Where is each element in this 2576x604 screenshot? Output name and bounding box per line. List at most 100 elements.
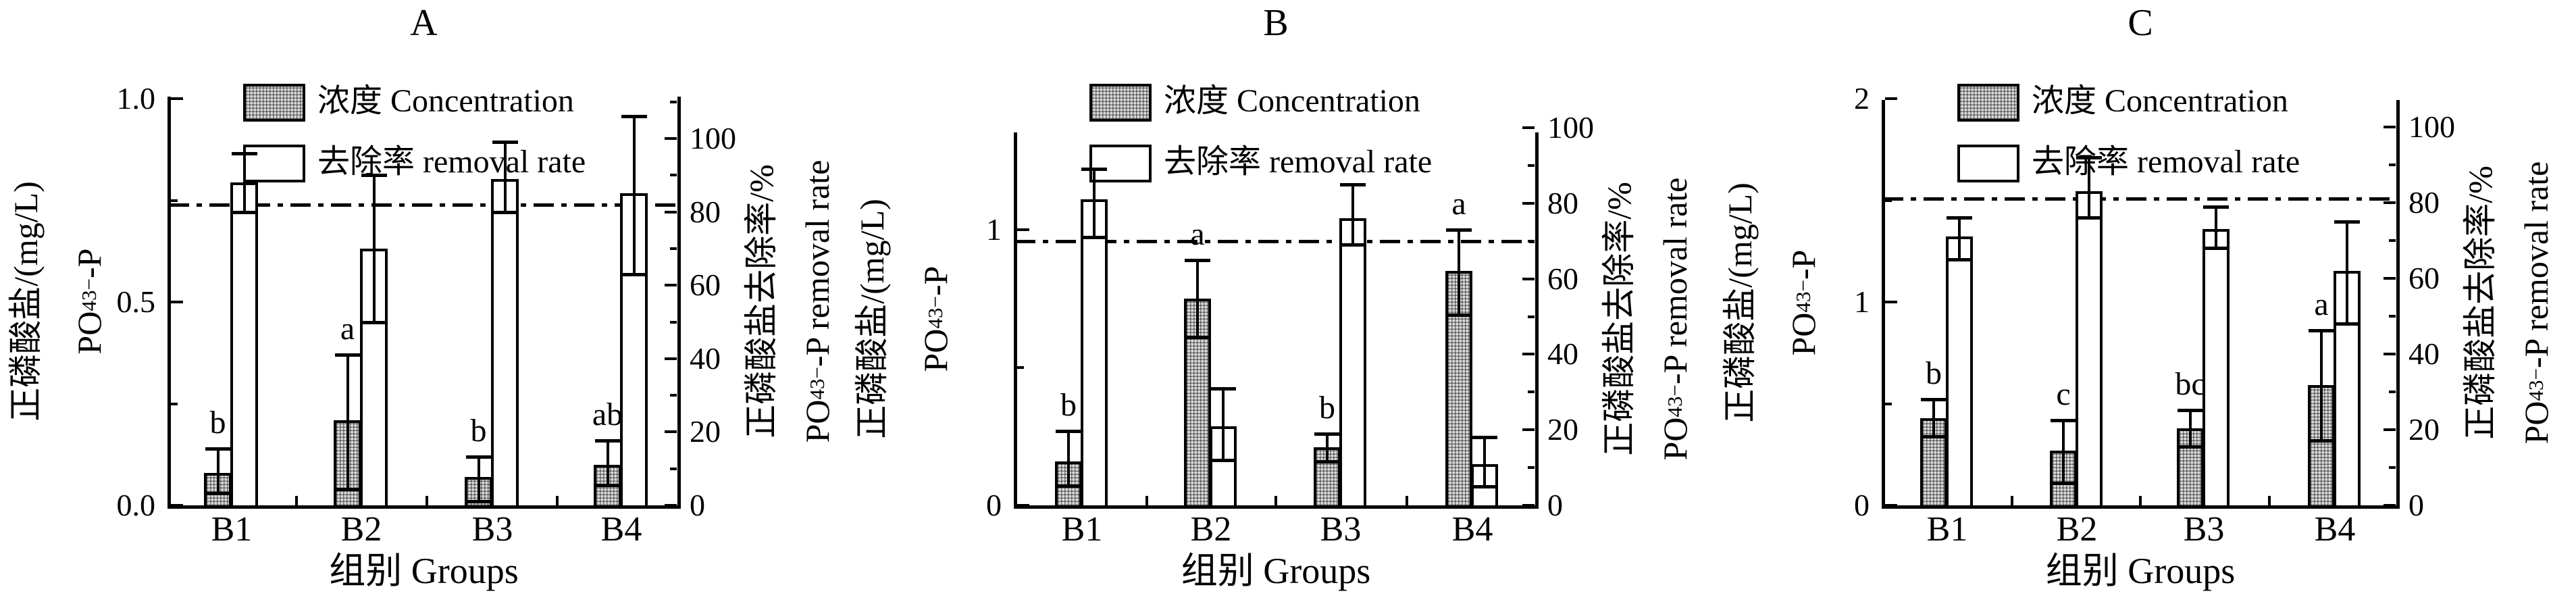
x-axis-label-C: 组别 Groups [2045,551,2236,591]
right-minor-tick-A [670,467,677,470]
legend-label-concentration-C: 浓度 Concentration [2032,83,2288,119]
errorcap-bottom-concentration-B-B4 [1446,313,1472,318]
left-axis-label-line1-A: 正磷酸盐/(mg/L) [7,180,45,422]
right-tick-label-C-40: 40 [2408,336,2440,371]
legend-swatch-concentration-A [243,84,305,122]
x-minor-tick-A [555,496,559,505]
x-minor-tick-B [1405,496,1408,505]
right-axis-label-line2-A: PO 4 3− -P removal rate [798,159,836,443]
errorbar-removal-B-B4 [1483,437,1486,487]
refline-B [1015,239,1537,243]
errorcap-bottom-concentration-A-B2 [334,487,361,491]
x-category-label-C-B4: B4 [2314,510,2356,549]
errorcap-bottom-concentration-A-B1 [205,491,231,495]
right-tick-label-A-100: 100 [690,121,736,155]
errorcap-top-removal-A-B4 [621,115,647,119]
errorbar-concentration-C-B3 [2189,409,2192,447]
errorcap-bottom-concentration-C-B3 [2178,445,2203,449]
left-tick-label-C-1: 1 [1854,284,1870,319]
errorcap-top-concentration-B-B3 [1314,432,1340,436]
legend-label-removal-B: 去除率 removal rate [1164,144,1433,180]
errorcap-top-concentration-A-B1 [205,447,231,451]
errorcap-top-removal-C-B2 [2076,155,2102,159]
x-minor-tick-C [2011,496,2013,505]
errorcap-bottom-concentration-B-B1 [1056,484,1081,488]
sig-letter-A-B3: b [470,412,487,449]
right-tick-label-B-100: 100 [1547,110,1594,145]
errorcap-top-concentration-C-B2 [2051,418,2076,422]
errorcap-bottom-removal-C-B3 [2203,247,2229,251]
left-major-tick-A [171,97,183,100]
legend-label-concentration-B: 浓度 Concentration [1164,83,1420,119]
errorcap-top-removal-A-B3 [492,141,518,145]
errorcap-bottom-concentration-C-B1 [1921,434,1947,438]
left-axis-label-line1-C: 正磷酸盐/(mg/L) [1721,182,1759,423]
errorcap-top-removal-B-B4 [1472,436,1497,440]
x-category-label-B-B3: B3 [1320,510,1362,549]
bar-removal-C-B1 [1946,236,1973,508]
left-minor-tick-B [1017,366,1024,369]
right-minor-tick-A [670,320,677,324]
x-minor-tick-C [2268,496,2271,505]
right-major-tick-C [2384,201,2396,204]
right-tick-label-B-60: 60 [1547,261,1578,296]
x-category-label-B-B2: B2 [1190,510,1232,549]
errorbar-concentration-B-B1 [1067,430,1070,486]
errorbar-concentration-A-B2 [346,355,349,489]
x-category-label-A-B1: B1 [211,510,253,549]
errorcap-top-concentration-C-B1 [1921,398,1947,402]
left-tick-label-A-0.5: 0.5 [116,284,156,319]
errorcap-bottom-removal-C-B4 [2334,322,2360,326]
left-major-tick-C [1885,97,1897,100]
left-tick-label-C-2: 2 [1854,81,1870,116]
errorcap-bottom-removal-A-B3 [492,210,518,214]
errorbar-concentration-A-B4 [606,440,609,485]
right-major-tick-B [1522,126,1535,129]
legend-label-removal-A: 去除率 removal rate [317,144,586,180]
errorcap-bottom-concentration-B-B2 [1185,336,1210,340]
left-axis-C [1882,100,1885,509]
errorbar-removal-B-B1 [1093,169,1096,238]
errorbar-concentration-A-B1 [216,448,220,493]
sig-letter-A-B1: b [209,404,226,441]
right-tick-label-C-20: 20 [2408,412,2440,447]
errorcap-top-concentration-C-B4 [2309,329,2334,333]
errorcap-bottom-concentration-A-B4 [594,483,621,487]
left-axis-label-line1-B: 正磷酸盐/(mg/L) [853,199,891,439]
right-axis-label-line1-B: 正磷酸盐去除率/% [1600,182,1638,456]
left-tick-label-A-1.0: 1.0 [116,81,156,116]
left-tick-label-A-0.0: 0.0 [116,488,156,522]
sig-letter-B-B3: b [1319,389,1335,426]
errorcap-top-concentration-A-B4 [594,438,621,443]
right-tick-label-C-0: 0 [2408,488,2424,522]
errorcap-bottom-removal-B-B4 [1472,485,1497,489]
bar-removal-A-B2 [360,248,388,508]
right-major-tick-C [2384,353,2396,355]
errorbar-removal-C-B2 [2088,157,2090,218]
right-major-tick-B [1522,353,1535,356]
right-major-tick-A [665,284,677,287]
x-minor-tick-B [1145,496,1148,505]
errorcap-top-removal-A-B1 [231,151,257,155]
right-minor-tick-A [670,100,677,103]
left-axis-label-formula-C: PO 4 3− -P [1784,249,1822,356]
errorbar-concentration-C-B4 [2320,330,2323,441]
errorcap-top-removal-C-B3 [2203,205,2229,209]
right-minor-tick-C [2389,239,2396,242]
left-major-tick-A [171,504,183,507]
right-tick-label-A-20: 20 [690,414,721,449]
left-axis-label-formula-A: PO 4 3− -P [70,248,108,354]
right-major-tick-A [665,210,677,213]
x-minor-tick-C [2139,496,2142,505]
legend-swatch-concentration-B [1089,84,1152,122]
errorcap-bottom-concentration-B-B3 [1314,459,1340,463]
right-axis-label-line1-C: 正磷酸盐去除率/% [2461,166,2499,440]
x-axis-A [168,505,681,509]
left-axis-B [1014,132,1017,509]
errorbar-removal-C-B1 [1958,218,1961,259]
sig-letter-C-B3: bc [2175,366,2206,402]
panel-title-B: B [1263,2,1289,44]
refline-C [1883,197,2398,201]
right-axis-C [2396,100,2400,509]
left-tick-label-B-1: 1 [986,212,1002,247]
